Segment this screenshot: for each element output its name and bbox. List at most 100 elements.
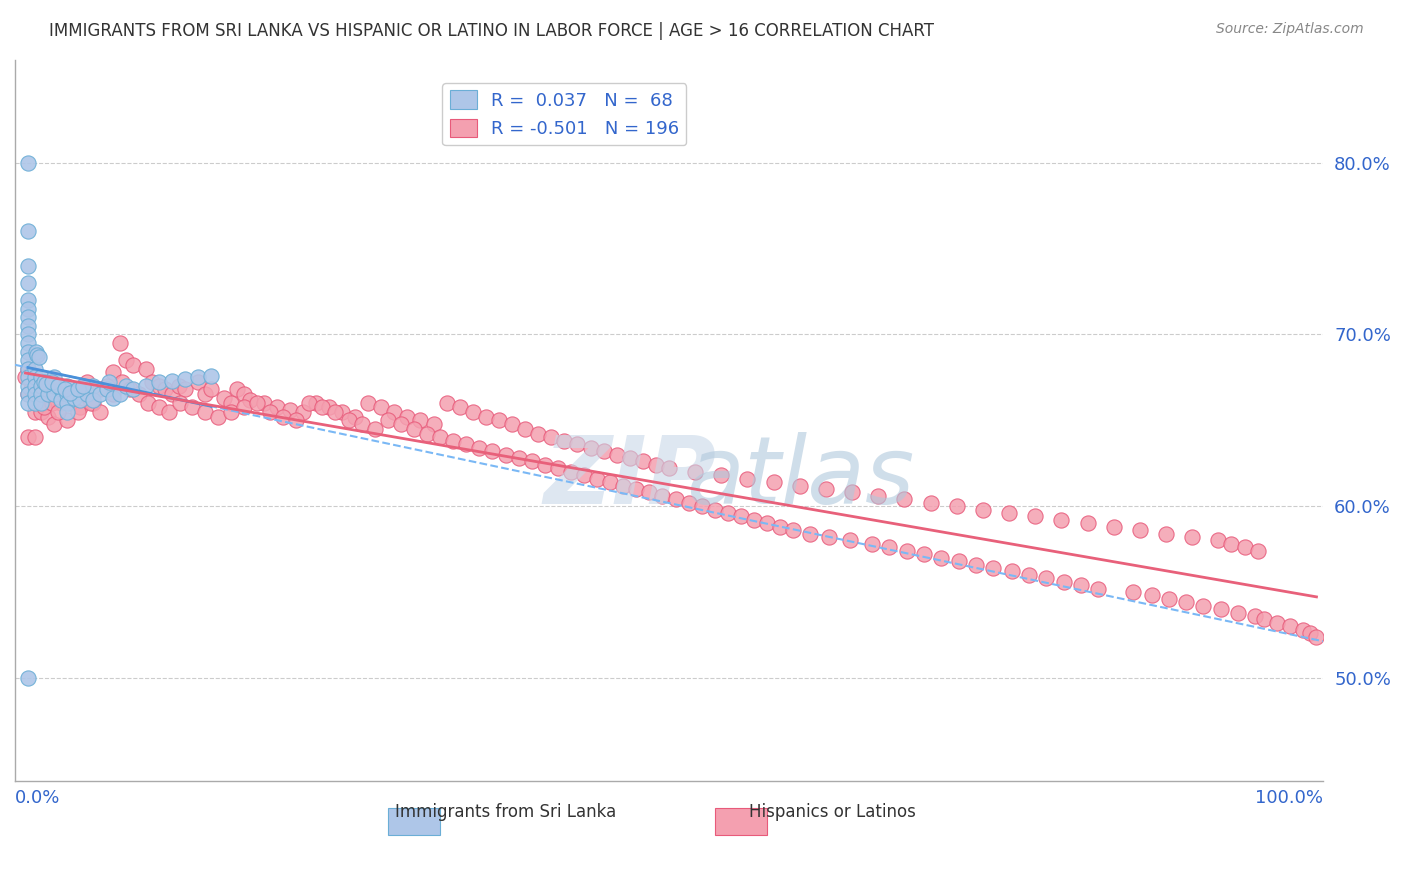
Text: ZIP: ZIP [543,432,716,524]
Point [972,502,994,516]
Point [429,430,451,444]
Point [422,417,444,431]
Point [25,344,48,359]
Point [69,400,91,414]
Point [742,513,765,527]
Point [219,404,242,418]
Point [135,361,157,376]
Point [1024,509,1046,524]
Point [155,382,177,396]
Point [111,376,134,390]
Point [814,482,837,496]
Point [63,391,86,405]
Point [200,368,222,383]
Point [24,370,46,384]
Point [1122,585,1144,599]
Point [226,382,249,396]
Point [53,382,76,396]
Point [488,413,510,427]
Point [69,392,91,407]
Point [441,434,464,448]
Point [1053,574,1076,589]
Point [98,376,121,390]
Point [17,387,39,401]
Point [337,413,360,427]
Point [17,310,39,325]
Point [17,259,39,273]
Point [17,387,39,401]
Point [76,387,98,401]
Point [44,417,66,431]
Point [239,392,262,407]
Point [30,404,52,418]
Point [789,478,811,492]
Point [547,461,569,475]
Point [737,472,759,486]
Point [1279,619,1302,633]
Point [32,400,55,414]
Point [645,458,668,472]
Point [651,489,673,503]
Point [17,379,39,393]
Point [1157,591,1180,606]
Point [180,400,202,414]
Point [138,396,160,410]
Point [169,396,191,410]
Point [377,413,399,427]
Point [30,396,52,410]
Point [121,382,143,396]
Point [965,558,987,572]
Point [291,404,314,418]
Point [592,444,614,458]
Point [638,485,661,500]
Point [80,396,103,410]
Point [683,465,706,479]
Point [416,427,439,442]
Point [370,400,392,414]
Point [364,422,387,436]
Point [37,387,59,401]
Point [24,396,46,410]
Point [389,417,412,431]
Point [730,509,752,524]
Point [1227,606,1250,620]
Point [148,376,170,390]
Point [17,224,39,238]
Point [1209,602,1232,616]
Point [690,499,713,513]
Point [259,404,281,418]
Point [533,458,555,472]
Point [44,387,66,401]
Point [17,335,39,350]
Point [586,472,609,486]
Point [56,413,79,427]
Point [540,430,562,444]
Point [49,396,72,410]
Point [41,376,63,390]
Point [41,396,63,410]
Point [817,530,839,544]
Point [527,427,550,442]
Point [501,417,523,431]
Point [89,387,111,401]
Point [115,379,138,393]
Point [120,382,142,396]
Point [1154,526,1177,541]
Point [37,409,59,424]
Point [17,293,39,307]
Point [157,404,180,418]
Point [56,396,79,410]
Point [160,374,183,388]
Point [560,465,582,479]
Point [56,404,79,418]
Point [72,379,94,393]
Point [945,499,967,513]
Point [1102,519,1125,533]
Point [896,543,918,558]
Point [76,376,98,390]
Point [14,370,37,384]
Point [32,376,55,390]
Point [25,348,48,362]
Point [579,441,602,455]
Point [214,391,236,405]
